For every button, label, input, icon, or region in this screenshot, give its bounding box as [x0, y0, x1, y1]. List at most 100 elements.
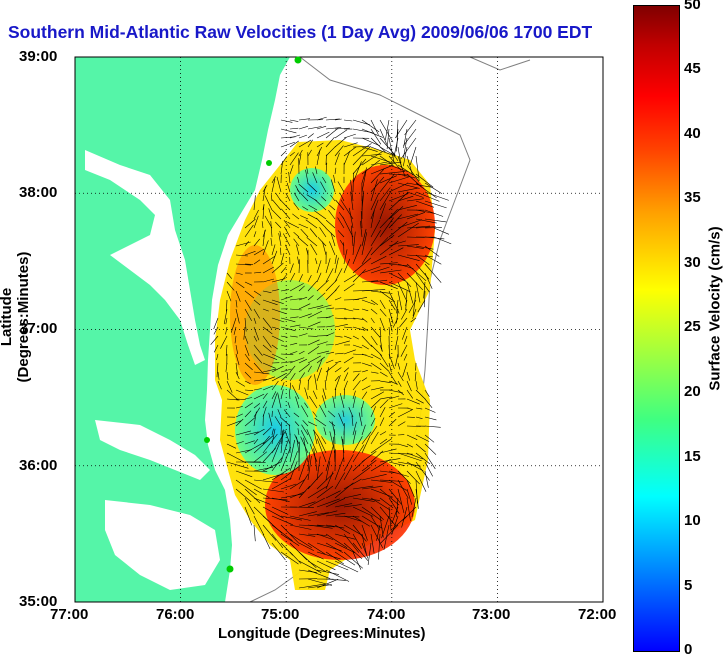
velocity-arrow [300, 215, 309, 220]
velocity-arrow [343, 258, 351, 274]
velocity-arrow [343, 150, 351, 166]
velocity-arrow [397, 195, 414, 202]
velocity-arrow [285, 193, 291, 202]
velocity-arrow [415, 461, 430, 481]
velocity-arrow [343, 389, 345, 400]
velocity-arrow [271, 428, 274, 436]
velocity-arrow [316, 125, 327, 130]
velocity-arrow [297, 428, 300, 436]
velocity-arrow [402, 506, 417, 521]
velocity-arrow [388, 497, 400, 514]
velocity-arrow [406, 182, 433, 188]
velocity-arrow [298, 474, 309, 490]
velocity-arrow [361, 434, 371, 454]
velocity-arrow [424, 407, 436, 413]
colorbar-tick: 0 [684, 641, 693, 658]
velocity-arrow [424, 290, 426, 308]
velocity-arrow [235, 371, 240, 380]
velocity-arrow [277, 392, 282, 409]
velocity-arrow [397, 371, 404, 382]
velocity-arrow [361, 506, 383, 522]
velocity-arrow [320, 181, 327, 193]
velocity-arrow [414, 371, 417, 382]
velocity-arrow [324, 380, 327, 391]
velocity-arrow [415, 245, 434, 250]
velocity-arrow [293, 192, 300, 202]
velocity-arrow [325, 315, 334, 319]
velocity-arrow [379, 191, 391, 211]
velocity-arrow [370, 279, 388, 283]
velocity-arrow [316, 260, 322, 274]
velocity-arrow [348, 406, 354, 418]
velocity-arrow [271, 317, 285, 323]
velocity-arrow [307, 560, 327, 572]
velocity-arrow [325, 162, 328, 175]
velocity-arrow [262, 186, 266, 202]
velocity-arrow [370, 398, 381, 409]
velocity-arrow [379, 161, 402, 166]
velocity-arrow [397, 470, 411, 484]
velocity-arrow [406, 225, 431, 229]
velocity-arrow [352, 308, 360, 310]
velocity-arrow [379, 119, 394, 143]
velocity-arrow [361, 460, 377, 472]
velocity-arrow [361, 401, 365, 409]
velocity-arrow [352, 551, 362, 570]
velocity-arrow [385, 119, 390, 141]
velocity-arrow [397, 182, 420, 189]
velocity-arrow [285, 244, 291, 256]
velocity-arrow [397, 409, 413, 418]
velocity-arrow [325, 533, 348, 548]
high-velocity-zone-south [265, 450, 415, 560]
low-velocity-eddy-north [290, 168, 334, 212]
velocity-arrow [287, 401, 291, 409]
velocity-arrow [280, 371, 291, 382]
velocity-arrow [293, 231, 300, 238]
velocity-arrow [391, 506, 399, 525]
velocity-arrow [370, 219, 381, 238]
velocity-arrow [397, 380, 402, 387]
velocity-arrow [261, 221, 264, 229]
velocity-arrow [397, 452, 422, 462]
velocity-arrow [406, 389, 414, 399]
x-tick-label: 75:00 [261, 606, 300, 623]
velocity-arrow [293, 412, 300, 418]
velocity-arrow [307, 497, 325, 508]
velocity-arrow [271, 428, 276, 445]
velocity-arrow [235, 362, 238, 376]
velocity-arrow [400, 137, 417, 160]
velocity-arrow [424, 200, 447, 209]
velocity-arrow [412, 290, 417, 316]
velocity-arrow [316, 533, 334, 540]
velocity-arrow [343, 146, 357, 157]
velocity-arrow [262, 278, 275, 283]
velocity-arrow [343, 465, 353, 481]
velocity-arrow [397, 173, 416, 179]
velocity-arrow [343, 283, 355, 292]
velocity-arrow [361, 247, 373, 265]
velocity-arrow [379, 380, 391, 383]
colorbar-tick: 50 [684, 0, 701, 13]
velocity-arrow [262, 400, 268, 409]
velocity-arrow [339, 239, 345, 247]
velocity-arrow [235, 281, 245, 289]
velocity-arrow [361, 289, 386, 292]
velocity-arrow [244, 251, 256, 256]
velocity-arrow [316, 560, 336, 571]
velocity-arrow [406, 191, 424, 198]
velocity-arrow [315, 258, 318, 265]
velocity-arrow [283, 220, 291, 229]
velocity-arrow [397, 222, 419, 238]
velocity-arrow [424, 470, 429, 488]
velocity-arrow [244, 397, 253, 400]
velocity-arrow [392, 515, 408, 530]
velocity-arrow [405, 290, 408, 311]
velocity-arrow [235, 254, 248, 257]
velocity-arrow [401, 308, 408, 320]
velocity-arrow [235, 290, 241, 302]
velocity-arrow [307, 472, 323, 490]
velocity-arrow [392, 317, 399, 328]
velocity-arrow [401, 326, 408, 340]
velocity-arrow [298, 149, 303, 157]
velocity-arrow [334, 429, 336, 445]
